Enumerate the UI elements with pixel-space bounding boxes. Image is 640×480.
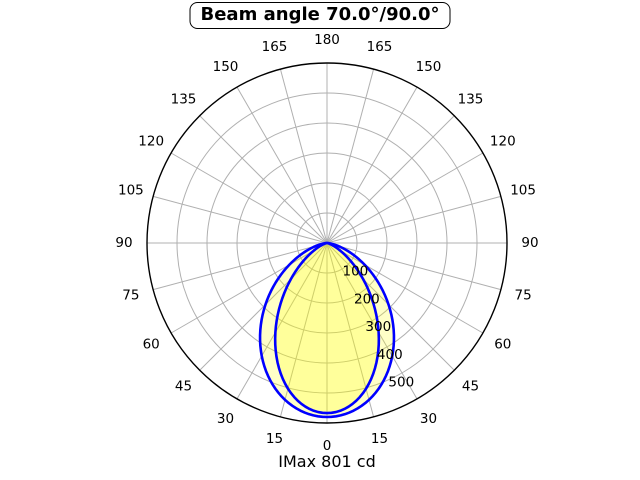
angle-spoke-150 [326,86,418,244]
radial-label-400: 400 [377,347,403,363]
angle-spoke-195 [279,69,328,244]
angle-label-left-90: 90 [115,235,132,251]
angle-label-left-60: 60 [143,337,160,353]
angle-spoke-135 [326,115,455,244]
angle-label-right-60: 60 [494,337,511,353]
angle-label-right-120: 120 [490,134,516,150]
angle-spoke-75 [326,242,501,291]
angle-label-right-0: 0 [323,438,332,454]
beam-fill-90 [260,243,394,417]
angle-spoke-45 [326,242,455,371]
angle-label-right-90: 90 [521,235,538,251]
angle-label-left-165: 165 [262,39,288,55]
outer-ring [146,62,508,424]
angle-label-left-105: 105 [118,183,144,199]
radial-label-100: 100 [343,264,369,280]
angle-spoke-30 [326,242,418,400]
angle-label-right-15: 15 [371,431,388,447]
angle-spoke-60 [326,242,484,334]
angle-spoke-285 [153,242,328,291]
angle-label-left-15: 15 [266,431,283,447]
angle-spoke-315 [199,242,328,371]
angle-spoke-165 [326,69,375,244]
chart-title: Beam angle 70.0°/90.0° [189,2,451,29]
angle-spoke-300 [170,242,328,334]
beam-curve-90 [258,241,396,419]
angle-label-right-75: 75 [515,288,532,304]
angle-label-left-120: 120 [138,134,164,150]
angle-label-right-165: 165 [367,39,393,55]
angle-label-left-45: 45 [175,379,192,395]
angle-label-left-30: 30 [217,411,234,427]
angle-spoke-225 [199,115,328,244]
angle-label-right-150: 150 [416,59,442,75]
angle-label-left-135: 135 [171,92,197,108]
angle-label-right-30: 30 [420,411,437,427]
angle-spoke-120 [326,152,484,244]
radial-label-300: 300 [365,319,391,335]
angle-spoke-255 [153,195,328,244]
radial-label-200: 200 [354,291,380,307]
beam-fill-70 [275,243,379,414]
angle-spoke-210 [236,86,328,244]
angle-spoke-330 [236,242,328,400]
angle-label-left-75: 75 [122,288,139,304]
imax-annotation: IMax 801 cd [278,452,376,471]
angle-label-right-180: 180 [314,32,340,48]
angle-label-left-150: 150 [213,59,239,75]
angle-spoke-240 [170,152,328,244]
angle-spoke-105 [326,195,501,244]
angle-label-right-105: 105 [510,183,536,199]
angle-label-right-45: 45 [462,379,479,395]
radial-label-500: 500 [388,375,414,391]
angle-label-right-135: 135 [458,92,484,108]
beam-curve-70 [273,241,381,415]
